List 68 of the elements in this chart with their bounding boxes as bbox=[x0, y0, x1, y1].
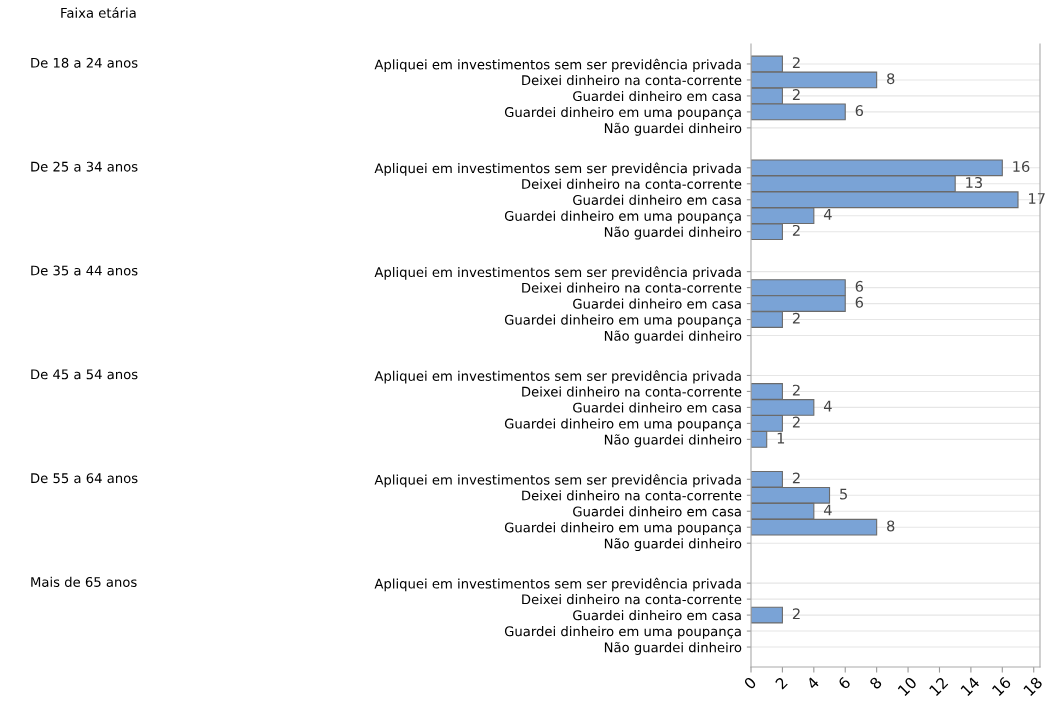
data-label: 2 bbox=[792, 312, 800, 324]
x-tick-label: 8 bbox=[868, 676, 883, 690]
y-tick-label: Deixei dinheiro na conta-corrente bbox=[522, 386, 742, 397]
y-tick-label: Guardei dinheiro em casa bbox=[573, 194, 741, 205]
data-label: 6 bbox=[855, 105, 864, 117]
data-label: 6 bbox=[855, 280, 864, 292]
data-label: 2 bbox=[792, 89, 800, 100]
y-tick-label: Guardei dinheiro em uma poupança bbox=[504, 418, 741, 432]
text: De 35 a 44 anos bbox=[31, 265, 138, 276]
x-tick-label: 14 bbox=[960, 676, 981, 697]
x-tick-label: 0 bbox=[743, 676, 757, 690]
y-tick-label: Deixei dinheiro na conta-corrente bbox=[522, 282, 742, 293]
text: De 18 a 24 anos bbox=[31, 57, 138, 68]
data-label: 17 bbox=[1029, 193, 1045, 204]
y-tick-label: Guardei dinheiro em casa bbox=[573, 506, 741, 517]
data-label: 6 bbox=[855, 296, 864, 308]
y-tick-label: Apliquei em investimentos sem ser previdência privada bbox=[374, 58, 741, 72]
data-label: 2 bbox=[792, 224, 800, 236]
x-tick-label: 12 bbox=[928, 676, 949, 697]
text: De 45 a 54 anos bbox=[31, 369, 138, 380]
y-tick-label: Guardei dinheiro em casa bbox=[573, 610, 741, 621]
data-label: 16 bbox=[1013, 161, 1030, 173]
y-tick-label: Guardei dinheiro em uma poupança bbox=[504, 626, 741, 639]
y-tick-label: Apliquei em investimentos sem ser previdência privada bbox=[374, 266, 741, 280]
y-tick-label: Guardei dinheiro em uma poupança bbox=[504, 314, 741, 328]
text: De 25 a 34 anos bbox=[31, 161, 138, 172]
y-tick-label: Apliquei em investimentos sem ser previdência privada bbox=[374, 577, 741, 592]
y-tick-label: Deixei dinheiro na conta-corrente bbox=[522, 74, 742, 86]
data-label: 4 bbox=[823, 209, 832, 220]
x-tick-label: 4 bbox=[806, 676, 820, 690]
text: Faixa etária bbox=[61, 7, 136, 18]
data-label: 2 bbox=[792, 57, 800, 68]
y-tick-label: Guardei dinheiro em uma poupança bbox=[504, 522, 741, 535]
data-label: 4 bbox=[823, 504, 832, 516]
y-tick-label: Deixei dinheiro na conta-corrente bbox=[522, 178, 742, 189]
y-tick-label: Não guardei dinheiro bbox=[604, 538, 742, 552]
y-tick-label: Apliquei em investimentos sem ser previdência privada bbox=[374, 162, 741, 176]
data-label: 2 bbox=[792, 384, 800, 396]
y-tick-label: Não guardei dinheiro bbox=[604, 330, 742, 344]
data-label: 2 bbox=[792, 416, 800, 428]
x-tick-label: 2 bbox=[774, 676, 788, 690]
y-tick-label: Apliquei em investimentos sem ser previdência privada bbox=[374, 370, 741, 384]
y-tick-label: Não guardei dinheiro bbox=[604, 226, 742, 240]
data-label: 2 bbox=[792, 472, 800, 484]
y-tick-label: Guardei dinheiro em uma poupança bbox=[504, 106, 741, 120]
y-tick-label: Não guardei dinheiro bbox=[604, 122, 742, 136]
data-label: 13 bbox=[966, 176, 982, 189]
data-label: 5 bbox=[840, 488, 847, 500]
y-tick-label: Guardei dinheiro em casa bbox=[573, 90, 741, 102]
data-label: 2 bbox=[792, 608, 800, 620]
x-tick-label: 6 bbox=[837, 676, 852, 690]
data-label: 8 bbox=[887, 520, 895, 532]
data-label: 8 bbox=[887, 73, 895, 85]
data-label: 1 bbox=[777, 432, 785, 444]
y-tick-label: Apliquei em investimentos sem ser previdência privada bbox=[374, 474, 741, 488]
y-tick-label: Guardei dinheiro em uma poupança bbox=[504, 210, 741, 224]
y-tick-label: Não guardei dinheiro bbox=[604, 434, 742, 448]
x-tick-label: 18 bbox=[1022, 676, 1043, 697]
y-tick-label: Guardei dinheiro em casa bbox=[573, 298, 741, 309]
x-tick-label: 16 bbox=[991, 676, 1012, 697]
x-tick-label: 10 bbox=[897, 676, 918, 697]
data-label: 4 bbox=[823, 400, 832, 412]
y-tick-label: Guardei dinheiro em casa bbox=[573, 402, 741, 413]
y-tick-label: Deixei dinheiro na conta-corrente bbox=[522, 490, 742, 501]
y-tick-label: Deixei dinheiro na conta-corrente bbox=[522, 594, 742, 605]
text: Mais de 65 anos bbox=[31, 576, 137, 587]
y-tick-label: Não guardei dinheiro bbox=[604, 641, 742, 655]
text: De 55 a 64 anos bbox=[31, 473, 138, 484]
